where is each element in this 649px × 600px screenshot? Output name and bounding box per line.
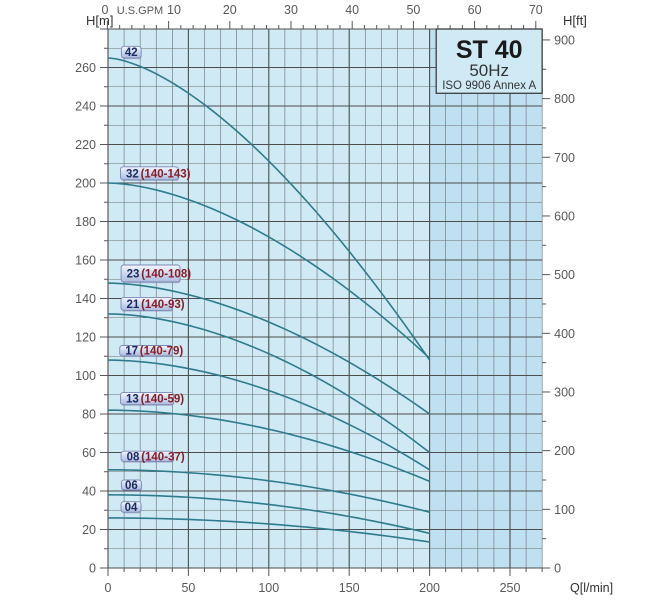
- svg-text:0: 0: [554, 562, 561, 576]
- svg-text:08: 08: [127, 451, 140, 463]
- svg-text:900: 900: [554, 33, 575, 47]
- svg-text:120: 120: [75, 331, 96, 345]
- svg-text:180: 180: [75, 215, 96, 229]
- svg-text:0: 0: [105, 581, 112, 595]
- svg-text:300: 300: [554, 385, 575, 399]
- svg-text:20: 20: [82, 523, 96, 537]
- svg-text:42: 42: [125, 47, 138, 59]
- svg-text:150: 150: [339, 581, 360, 595]
- svg-text:200: 200: [419, 581, 440, 595]
- svg-text:17: 17: [125, 346, 138, 358]
- svg-text:800: 800: [554, 92, 575, 106]
- svg-text:700: 700: [554, 151, 575, 165]
- svg-text:0: 0: [89, 562, 96, 576]
- svg-text:13: 13: [126, 394, 139, 406]
- svg-text:50: 50: [406, 3, 420, 17]
- svg-text:H[ft]: H[ft]: [563, 13, 587, 28]
- svg-text:(140-93): (140-93): [141, 299, 185, 311]
- svg-text:20: 20: [223, 3, 237, 17]
- svg-text:600: 600: [554, 209, 575, 223]
- svg-text:(140-108): (140-108): [141, 269, 191, 281]
- svg-text:U.S.GPM: U.S.GPM: [117, 5, 163, 17]
- svg-text:10: 10: [167, 3, 181, 17]
- svg-text:100: 100: [554, 503, 575, 517]
- svg-text:260: 260: [75, 61, 96, 75]
- svg-text:500: 500: [554, 268, 575, 282]
- svg-text:80: 80: [82, 408, 96, 422]
- svg-text:23: 23: [127, 269, 140, 281]
- svg-text:200: 200: [554, 444, 575, 458]
- svg-text:(140-37): (140-37): [141, 451, 185, 463]
- svg-text:60: 60: [82, 446, 96, 460]
- svg-text:100: 100: [75, 369, 96, 383]
- svg-text:160: 160: [75, 254, 96, 268]
- svg-text:400: 400: [554, 327, 575, 341]
- svg-text:ISO 9906 Annex A: ISO 9906 Annex A: [442, 80, 536, 92]
- svg-text:06: 06: [125, 480, 138, 492]
- svg-text:50Hz: 50Hz: [469, 61, 509, 80]
- svg-text:100: 100: [258, 581, 279, 595]
- svg-text:(140-59): (140-59): [141, 394, 185, 406]
- svg-text:(140-143): (140-143): [141, 168, 191, 180]
- svg-text:Q[l/min]: Q[l/min]: [570, 581, 613, 595]
- svg-text:70: 70: [529, 3, 543, 17]
- svg-text:H[m]: H[m]: [86, 13, 113, 28]
- svg-text:40: 40: [345, 3, 359, 17]
- svg-text:30: 30: [284, 3, 298, 17]
- svg-text:200: 200: [75, 177, 96, 191]
- svg-text:32: 32: [126, 168, 139, 180]
- svg-text:220: 220: [75, 138, 96, 152]
- svg-text:140: 140: [75, 292, 96, 306]
- svg-text:04: 04: [125, 502, 138, 514]
- svg-text:50: 50: [181, 581, 195, 595]
- svg-text:ST 40: ST 40: [456, 36, 523, 64]
- svg-text:60: 60: [468, 3, 482, 17]
- svg-text:(140-79): (140-79): [140, 346, 184, 358]
- svg-text:21: 21: [127, 299, 140, 311]
- svg-text:240: 240: [75, 100, 96, 114]
- svg-text:250: 250: [500, 581, 521, 595]
- svg-text:40: 40: [82, 485, 96, 499]
